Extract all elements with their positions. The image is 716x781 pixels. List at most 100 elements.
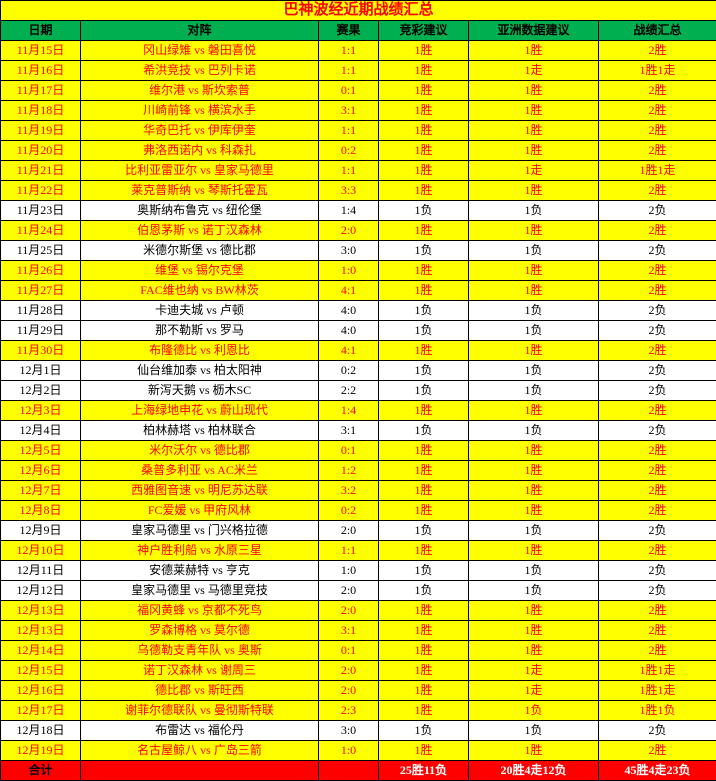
table-row: 11月23日奥斯纳布鲁克 vs 纽伦堡1:41负1负2负 xyxy=(1,201,716,221)
cell-date: 12月13日 xyxy=(1,621,81,641)
cell-date: 12月6日 xyxy=(1,461,81,481)
table-row: 12月6日桑普多利亚 vs AC米兰1:21胜1胜2胜 xyxy=(1,461,716,481)
cell-asia: 1负 xyxy=(469,361,599,381)
total-jingcai: 25胜11负 xyxy=(379,761,469,781)
total-score xyxy=(319,761,379,781)
cell-score: 4:1 xyxy=(319,281,379,301)
cell-result: 2胜 xyxy=(599,601,716,621)
total-match xyxy=(81,761,319,781)
table-row: 12月7日西雅图音速 vs 明尼苏达联3:21胜1胜2胜 xyxy=(1,481,716,501)
cell-jingcai: 1胜 xyxy=(379,661,469,681)
cell-jingcai: 1胜 xyxy=(379,441,469,461)
cell-match: 新泻天鹅 vs 枥木SC xyxy=(81,381,319,401)
cell-jingcai: 1胜 xyxy=(379,461,469,481)
cell-match: 那不勒斯 vs 罗马 xyxy=(81,321,319,341)
cell-score: 2:0 xyxy=(319,661,379,681)
cell-score: 2:0 xyxy=(319,681,379,701)
cell-result: 1胜1走 xyxy=(599,661,716,681)
cell-result: 2胜 xyxy=(599,101,716,121)
cell-result: 2胜 xyxy=(599,81,716,101)
cell-asia: 1负 xyxy=(469,321,599,341)
table-row: 12月2日新泻天鹅 vs 枥木SC2:21负1负2负 xyxy=(1,381,716,401)
cell-asia: 1胜 xyxy=(469,441,599,461)
header-score: 赛果 xyxy=(319,21,379,41)
cell-jingcai: 1负 xyxy=(379,241,469,261)
cell-score: 3:1 xyxy=(319,421,379,441)
table-row: 12月15日诺丁汉森林 vs 谢周三2:01胜1走1胜1走 xyxy=(1,661,716,681)
cell-match: 奥斯纳布鲁克 vs 纽伦堡 xyxy=(81,201,319,221)
cell-date: 12月1日 xyxy=(1,361,81,381)
table-row: 12月14日乌德勒支青年队 vs 奥斯0:11胜1胜2胜 xyxy=(1,641,716,661)
cell-asia: 1胜 xyxy=(469,501,599,521)
cell-result: 2胜 xyxy=(599,41,716,61)
cell-jingcai: 1胜 xyxy=(379,601,469,621)
cell-result: 2负 xyxy=(599,321,716,341)
cell-match: 上海绿地申花 vs 蔚山现代 xyxy=(81,401,319,421)
cell-asia: 1负 xyxy=(469,301,599,321)
cell-date: 12月8日 xyxy=(1,501,81,521)
cell-date: 12月15日 xyxy=(1,661,81,681)
cell-result: 2胜 xyxy=(599,481,716,501)
cell-date: 11月23日 xyxy=(1,201,81,221)
cell-asia: 1胜 xyxy=(469,401,599,421)
table-row: 12月16日德比郡 vs 斯旺西2:01胜1走1胜1走 xyxy=(1,681,716,701)
cell-jingcai: 1负 xyxy=(379,561,469,581)
cell-match: 希洪竞技 vs 巴列卡诺 xyxy=(81,61,319,81)
cell-match: 柏林赫塔 vs 柏林联合 xyxy=(81,421,319,441)
cell-asia: 1胜 xyxy=(469,221,599,241)
cell-date: 12月16日 xyxy=(1,681,81,701)
table-row: 11月25日米德尔斯堡 vs 德比郡3:01负1负2负 xyxy=(1,241,716,261)
cell-jingcai: 1胜 xyxy=(379,281,469,301)
cell-date: 12月13日 xyxy=(1,601,81,621)
cell-match: 安德莱赫特 vs 亨克 xyxy=(81,561,319,581)
table-row: 12月10日神户胜利船 vs 水原三星1:11胜1胜2胜 xyxy=(1,541,716,561)
cell-result: 2负 xyxy=(599,581,716,601)
table-row: 12月13日罗森博格 vs 莫尔德3:11胜1胜2胜 xyxy=(1,621,716,641)
cell-match: 仙台维加泰 vs 柏太阳神 xyxy=(81,361,319,381)
cell-match: 华奇巴托 vs 伊库伊奎 xyxy=(81,121,319,141)
cell-result: 1胜1走 xyxy=(599,61,716,81)
cell-score: 0:1 xyxy=(319,641,379,661)
cell-score: 3:3 xyxy=(319,181,379,201)
table-row: 11月19日华奇巴托 vs 伊库伊奎1:11胜1胜2胜 xyxy=(1,121,716,141)
cell-score: 1:1 xyxy=(319,161,379,181)
cell-result: 2胜 xyxy=(599,121,716,141)
table-row: 12月5日米尔沃尔 vs 德比郡0:11胜1胜2胜 xyxy=(1,441,716,461)
cell-asia: 1胜 xyxy=(469,541,599,561)
table-row: 12月9日皇家马德里 vs 门兴格拉德2:01负1负2负 xyxy=(1,521,716,541)
cell-asia: 1负 xyxy=(469,721,599,741)
cell-asia: 1胜 xyxy=(469,281,599,301)
cell-asia: 1胜 xyxy=(469,261,599,281)
cell-jingcai: 1负 xyxy=(379,361,469,381)
cell-asia: 1负 xyxy=(469,421,599,441)
cell-asia: 1负 xyxy=(469,561,599,581)
cell-match: 谢菲尔德联队 vs 曼彻斯特联 xyxy=(81,701,319,721)
cell-jingcai: 1胜 xyxy=(379,41,469,61)
cell-result: 2胜 xyxy=(599,461,716,481)
cell-result: 2胜 xyxy=(599,441,716,461)
cell-jingcai: 1负 xyxy=(379,521,469,541)
cell-jingcai: 1胜 xyxy=(379,341,469,361)
cell-result: 2胜 xyxy=(599,181,716,201)
cell-date: 11月27日 xyxy=(1,281,81,301)
cell-score: 4:0 xyxy=(319,301,379,321)
cell-jingcai: 1负 xyxy=(379,381,469,401)
cell-match: 德比郡 vs 斯旺西 xyxy=(81,681,319,701)
cell-result: 2胜 xyxy=(599,221,716,241)
cell-date: 12月17日 xyxy=(1,701,81,721)
cell-score: 0:2 xyxy=(319,141,379,161)
cell-asia: 1走 xyxy=(469,161,599,181)
cell-match: 皇家马德里 vs 马德里竞技 xyxy=(81,581,319,601)
header-jingcai: 竞彩建议 xyxy=(379,21,469,41)
table-row: 11月27日FAC维也纳 vs BW林茨4:11胜1胜2胜 xyxy=(1,281,716,301)
table-row: 12月1日仙台维加泰 vs 柏太阳神0:21负1负2负 xyxy=(1,361,716,381)
cell-score: 0:2 xyxy=(319,501,379,521)
table-row: 11月15日冈山绿雉 vs 磐田喜悦1:11胜1胜2胜 xyxy=(1,41,716,61)
cell-score: 2:0 xyxy=(319,601,379,621)
cell-asia: 1负 xyxy=(469,521,599,541)
table-row: 11月29日那不勒斯 vs 罗马4:01负1负2负 xyxy=(1,321,716,341)
cell-match: 布隆德比 vs 利恩比 xyxy=(81,341,319,361)
cell-asia: 1胜 xyxy=(469,601,599,621)
cell-date: 12月5日 xyxy=(1,441,81,461)
cell-score: 1:1 xyxy=(319,541,379,561)
